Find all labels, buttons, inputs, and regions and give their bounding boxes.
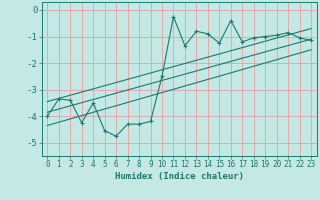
X-axis label: Humidex (Indice chaleur): Humidex (Indice chaleur) (115, 172, 244, 181)
